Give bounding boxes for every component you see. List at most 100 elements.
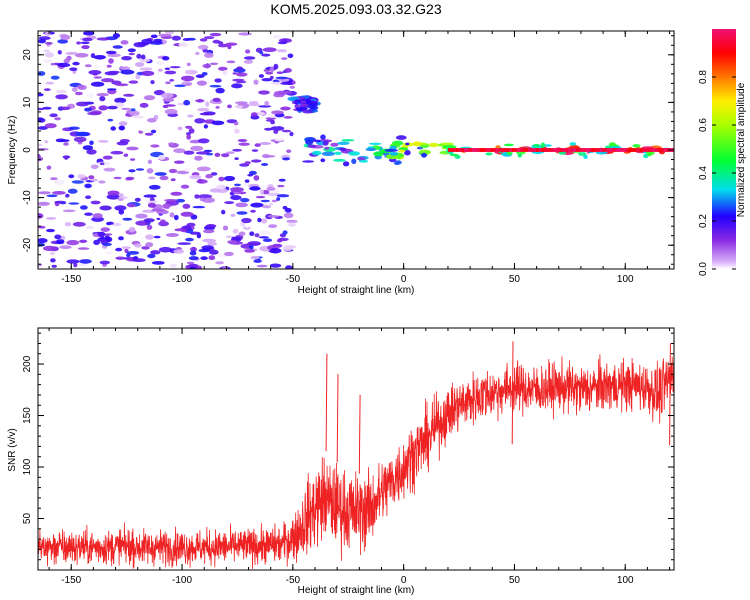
heatmap-cell [148,184,161,190]
heatmap-cell [643,153,649,159]
heatmap-cell [153,38,163,43]
heatmap-cell [98,105,109,111]
heatmap-cell [170,191,183,196]
heatmap-x-axis-label: Height of straight line (km) [298,285,415,296]
heatmap-cell [223,175,236,182]
heatmap-cell [120,40,129,45]
heatmap-cell [232,148,243,152]
heatmap-cell [117,198,124,201]
heatmap-cell [38,156,44,162]
colorbar-tick-label: 0.4 [698,166,709,180]
heatmap-cell [272,35,281,39]
heatmap-cell [176,170,190,175]
heatmap-band-cell [463,148,468,152]
heatmap-cell [230,187,244,192]
heatmap-cell [236,66,243,71]
heatmap-cell [238,32,253,36]
heatmap-cell [389,152,398,156]
heatmap-cell [289,85,296,89]
heatmap-cell [72,61,80,66]
heatmap-cell [84,212,93,216]
heatmap-cell [107,53,121,58]
snr-x-tick-label: -150 [61,575,81,586]
heatmap-band-cell [623,148,628,152]
heatmap-cell [189,250,197,256]
heatmap-band-cell [471,148,476,152]
heatmap-band-cell [506,148,511,152]
heatmap-cell [77,174,86,179]
colorbar-axis: 0.0 0.2 0.4 0.6 0.8 Normalized spectral ampli… [698,70,747,276]
heatmap-cell [135,168,145,171]
heatmap-cell [277,184,285,188]
heatmap-cell [164,67,171,71]
heatmap-cell [196,179,208,184]
heatmap-cell [341,139,355,142]
heatmap-cell [218,41,224,45]
heatmap-cell [71,87,78,92]
heatmap-cell [259,230,271,236]
heatmap-cell [269,75,274,80]
heatmap-cell [189,174,202,180]
heatmap-cell [178,41,189,48]
heatmap-cell [404,149,411,156]
heatmap-cell [156,217,161,221]
heatmap-cell [64,155,69,160]
heatmap-cell [38,126,48,130]
snr-spike [669,343,671,446]
heatmap-band-cell [482,148,487,152]
heatmap-cell [259,51,264,55]
colorbar-tick-label: 0.2 [698,214,709,228]
heatmap-band-cell [658,148,662,152]
heatmap-cell [180,184,190,189]
heatmap-band-cell [498,148,503,152]
heatmap-cell [65,193,70,198]
heatmap-cell [50,258,56,263]
heatmap-cell [351,158,357,165]
heatmap-cell [249,244,254,250]
heatmap-cell [80,41,90,45]
heatmap-cell [517,153,522,158]
heatmap-cell [157,68,163,72]
heatmap-cell [334,151,342,155]
heatmap-cell [237,139,248,142]
heatmap-band-cell [554,148,559,152]
heatmap-cell [272,79,280,83]
heatmap-cell [122,217,133,221]
heatmap-band-cell [572,148,577,152]
heatmap-cell [43,59,53,63]
heatmap-cell [298,104,311,108]
heatmap-cell [194,118,206,124]
heatmap-cell [169,66,181,69]
heatmap-cell [262,47,277,52]
heatmap-cell [118,121,128,126]
heatmap-cell [132,115,145,119]
heatmap-cell [235,202,248,208]
heatmap-cell [208,255,216,261]
heatmap-cell [192,205,206,209]
heatmap-cell [244,249,255,253]
heatmap-cell [94,63,99,70]
heatmap-cell [269,263,282,268]
heatmap-cell [91,216,104,222]
heatmap-cell [113,176,122,180]
heatmap-cell [134,62,145,67]
heatmap-cell [82,145,94,151]
heatmap-cell [85,225,94,230]
heatmap-cell [253,79,259,85]
heatmap-cell [194,194,200,199]
heatmap-cell [89,140,94,146]
heatmap-cell [199,112,211,116]
heatmap-cell [160,219,166,224]
heatmap-cell [145,242,154,248]
heatmap-cell [96,37,111,41]
heatmap-cell [115,83,129,87]
heatmap-cell [54,200,67,204]
heatmap-cell [211,120,225,126]
heatmap-band-cell [490,148,495,152]
heatmap-cell [121,107,131,111]
heatmap-cell [265,71,273,75]
heatmap-cell [53,179,65,185]
heatmap-cell [60,139,70,143]
heatmap-cell [181,75,195,82]
heatmap-cell [284,68,292,73]
